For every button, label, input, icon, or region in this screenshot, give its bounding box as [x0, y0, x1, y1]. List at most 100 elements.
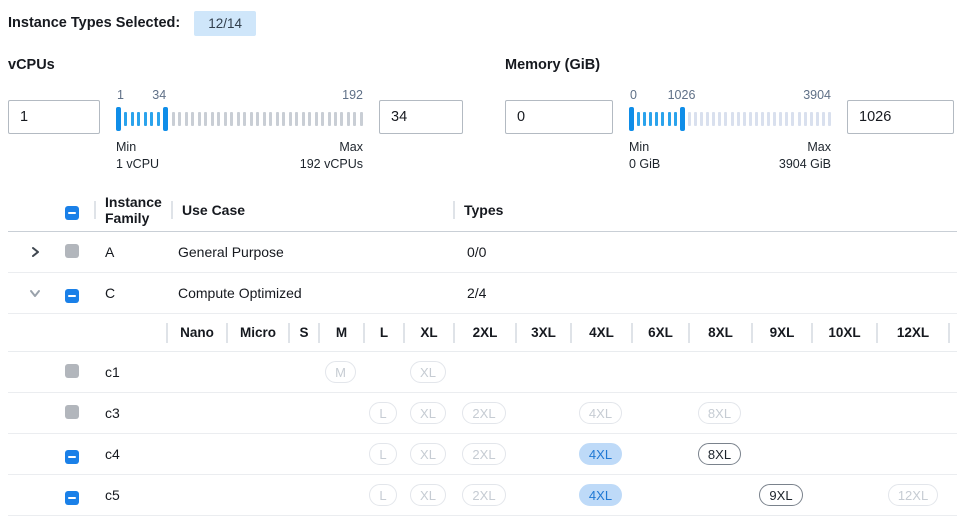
slider-tick	[687, 112, 691, 126]
vcpus-filter: vCPUs 1 34 192 Min 1 vCPU	[8, 56, 463, 173]
slider-tick	[178, 112, 182, 126]
vcpus-slider-track[interactable]	[116, 107, 363, 131]
vcpus-slider-handle-max[interactable]	[163, 107, 169, 131]
family-row-c: C Compute Optimized 2/4	[8, 273, 957, 314]
slider-tick	[150, 112, 154, 126]
instance-type-name: c4	[105, 446, 120, 462]
c3-checkbox[interactable]	[65, 404, 79, 419]
slider-tick	[197, 112, 201, 126]
vcpus-slider-handle-min[interactable]	[116, 107, 121, 131]
slider-tick	[655, 112, 659, 126]
size-cell-2xl: 2XL	[453, 443, 515, 465]
vcpus-min-input[interactable]	[8, 100, 100, 134]
slider-tick	[803, 112, 807, 126]
memory-slider-track[interactable]	[629, 107, 831, 131]
c5-9xl-pill[interactable]: 9XL	[759, 484, 803, 506]
slider-tick	[223, 112, 227, 126]
slider-tick	[243, 112, 247, 126]
c3-2xl-pill: 2XL	[462, 402, 506, 424]
slider-tick	[308, 112, 312, 126]
c5-2xl-pill: 2XL	[462, 484, 506, 506]
slider-tick	[773, 112, 777, 126]
slider-tick	[301, 112, 305, 126]
c1-checkbox[interactable]	[65, 363, 79, 378]
chevron-right-icon[interactable]	[28, 245, 42, 259]
slider-tick	[693, 112, 697, 126]
column-header-use-case: Use Case	[171, 189, 453, 231]
family-a-checkbox[interactable]	[65, 243, 79, 258]
c4-8xl-pill[interactable]: 8XL	[697, 443, 742, 465]
slider-tick	[667, 112, 671, 126]
vcpus-scale-labels: 1 34 192	[116, 88, 363, 107]
slider-tick	[637, 112, 641, 126]
select-all-checkbox[interactable]	[65, 205, 79, 220]
slider-tick	[809, 112, 813, 126]
memory-max-label: Max	[807, 140, 831, 154]
family-types-count: 0/0	[467, 244, 487, 260]
slider-tick	[353, 112, 357, 126]
c5-12xl-pill: 12XL	[887, 484, 939, 506]
size-header-row: Nano Micro S M L XL 2XL 3XL 4XL 6XL 8XL 9XL 10XL 12XL	[8, 314, 957, 352]
c3-l-pill: L	[369, 402, 397, 424]
slider-tick	[269, 112, 273, 126]
c4-4xl-pill[interactable]: 4XL	[578, 443, 623, 465]
memory-scale-high: 3904	[803, 88, 831, 102]
vcpus-scale-high: 192	[342, 88, 363, 102]
vcpus-max-label: Max	[339, 140, 363, 154]
vcpus-max-input[interactable]	[379, 100, 463, 134]
slider-tick	[706, 112, 710, 126]
filters: vCPUs 1 34 192 Min 1 vCPU	[8, 56, 957, 173]
slider-tick	[217, 112, 221, 126]
column-divider	[94, 201, 96, 219]
slider-tick	[130, 112, 134, 126]
slider-tick	[191, 112, 195, 126]
family-types-count: 2/4	[467, 285, 487, 301]
family-use-case: Compute Optimized	[178, 285, 302, 301]
slider-tick	[314, 112, 318, 126]
size-cell-8xl: 8XL	[688, 443, 751, 465]
c4-2xl-pill: 2XL	[462, 443, 506, 465]
slider-tick	[661, 112, 665, 126]
memory-min-input[interactable]	[505, 100, 613, 134]
instance-rows: c1 M XL c3 L XL 2XL 4XL 8XL c4 L XL 2XL 4XL 8XL c5 L XL 2X…	[8, 352, 957, 516]
slider-tick	[730, 112, 734, 126]
size-column-header-m: M	[318, 322, 363, 343]
slider-tick	[249, 112, 253, 126]
family-c-checkbox[interactable]	[65, 288, 79, 303]
slider-tick	[210, 112, 214, 126]
slider-tick	[742, 112, 746, 126]
slider-tick	[718, 112, 722, 126]
chevron-down-icon[interactable]	[28, 286, 42, 300]
c4-checkbox[interactable]	[65, 449, 79, 464]
select-all-cell	[56, 201, 94, 220]
c4-xl-pill: XL	[410, 443, 446, 465]
size-cell-l: L	[363, 484, 403, 506]
slider-tick	[359, 112, 363, 126]
size-cell-xl: XL	[403, 484, 453, 506]
c5-4xl-pill[interactable]: 4XL	[578, 484, 623, 506]
slider-tick	[137, 112, 141, 126]
memory-slider-handle-min[interactable]	[629, 107, 634, 131]
slider-tick	[748, 112, 752, 126]
size-column-header-micro: Micro	[226, 322, 288, 343]
slider-tick	[124, 112, 128, 126]
slider-tick	[779, 112, 783, 126]
slider-tick	[643, 112, 647, 126]
size-cell-12xl: 12XL	[876, 484, 950, 506]
column-header-instance-family: Instance Family	[94, 189, 171, 231]
size-column-header-l: L	[363, 322, 403, 343]
selection-summary-label: Instance Types Selected:	[8, 15, 181, 31]
memory-minmax: Min 0 GiB Max 3904 GiB	[629, 139, 831, 173]
slider-tick	[700, 112, 704, 126]
instance-type-name: c1	[105, 364, 120, 380]
memory-max-detail: 3904 GiB	[778, 157, 831, 171]
slider-tick	[712, 112, 716, 126]
size-column-header-9xl: 9XL	[751, 322, 811, 343]
memory-scale-mid: 1026	[667, 88, 696, 102]
memory-slider-handle-max[interactable]	[679, 107, 685, 131]
memory-max-input[interactable]	[847, 100, 954, 134]
memory-slider: 0 1026 3904 Min 0 GiB Max 3904 GiB	[629, 88, 831, 173]
size-column-header-s: S	[288, 322, 318, 343]
c5-checkbox[interactable]	[65, 490, 79, 505]
